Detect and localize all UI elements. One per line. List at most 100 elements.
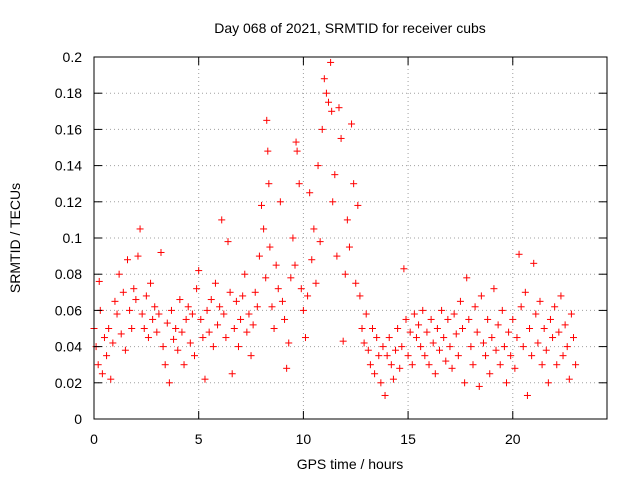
x-tick-label: 20 [505, 431, 521, 447]
data-point [513, 334, 521, 342]
data-point [463, 274, 471, 282]
data-point [105, 325, 113, 332]
data-point [308, 256, 316, 264]
data-point [249, 321, 257, 329]
data-point [262, 274, 270, 282]
data-point [218, 216, 226, 224]
data-point [170, 335, 178, 343]
y-tick-label: 0.16 [55, 121, 82, 137]
data-point [511, 364, 519, 372]
data-point [230, 325, 238, 332]
data-point [255, 252, 263, 260]
data-point [142, 292, 150, 300]
data-point [220, 310, 228, 318]
data-point [536, 297, 544, 305]
data-point [572, 361, 580, 369]
data-point [553, 361, 561, 369]
data-point [563, 343, 571, 351]
x-tick-label: 0 [90, 431, 98, 447]
data-point [502, 379, 510, 387]
data-point [517, 303, 525, 311]
data-point [149, 315, 157, 323]
data-point [389, 375, 397, 383]
data-point [555, 328, 563, 336]
data-point [165, 379, 173, 387]
data-point [507, 352, 515, 360]
data-point [320, 75, 328, 83]
data-point [94, 361, 102, 369]
data-point [297, 285, 305, 293]
data-point [124, 256, 132, 264]
data-point [178, 328, 186, 336]
data-point [519, 343, 527, 351]
data-point [385, 334, 393, 342]
data-point [429, 339, 437, 347]
y-tick-label: 0.1 [63, 230, 83, 246]
data-point [283, 364, 291, 372]
data-point [534, 339, 542, 347]
grid-lines [94, 57, 607, 419]
data-point [186, 339, 194, 347]
data-point [412, 334, 420, 342]
data-point [132, 296, 140, 304]
axis-ticks [93, 56, 607, 420]
data-point [207, 296, 215, 304]
data-point [492, 346, 500, 354]
data-point [325, 98, 333, 106]
data-point [184, 303, 192, 311]
data-point [268, 303, 276, 311]
data-point [419, 306, 427, 314]
axis-tick-labels: 0 0.02 0.04 0.06 0.08 0.1 0.12 0.14 0.16 0.18 0.2 0… [55, 49, 521, 447]
data-point [107, 375, 115, 383]
data-point [557, 292, 565, 300]
data-point [532, 310, 540, 318]
data-point [251, 288, 259, 296]
data-point [226, 288, 234, 296]
data-point [515, 250, 523, 258]
data-point [121, 346, 129, 354]
data-point [327, 58, 335, 66]
data-point [431, 370, 439, 378]
data-point [201, 375, 209, 383]
data-point [528, 352, 536, 360]
data-point [117, 330, 125, 338]
x-tick-label: 15 [400, 431, 416, 447]
data-point [423, 328, 431, 336]
data-point [299, 306, 307, 314]
data-point [551, 303, 559, 311]
data-point [258, 201, 266, 209]
data-point [354, 201, 362, 209]
data-point [197, 315, 205, 323]
data-point [224, 238, 232, 246]
data-point [272, 261, 280, 269]
data-point [237, 315, 245, 323]
data-point [276, 198, 284, 206]
data-point [350, 180, 358, 188]
y-tick-label: 0.02 [55, 375, 82, 391]
data-point [270, 325, 278, 332]
data-point [490, 285, 498, 293]
data-point [322, 89, 330, 97]
data-point [161, 361, 169, 369]
data-point [383, 352, 391, 360]
data-point [188, 310, 196, 318]
data-point [435, 346, 443, 354]
data-point [387, 361, 395, 369]
data-point [263, 116, 271, 124]
data-point [402, 315, 410, 323]
y-tick-label: 0.04 [55, 339, 82, 355]
data-point [549, 334, 557, 342]
x-axis-label: GPS time / hours [297, 456, 404, 472]
y-tick-label: 0.18 [55, 85, 82, 101]
data-point [394, 325, 402, 332]
data-point [526, 325, 534, 332]
data-point [509, 315, 517, 323]
data-point [450, 310, 458, 318]
y-tick-label: 0.08 [55, 266, 82, 282]
data-point [373, 334, 381, 342]
data-point [265, 180, 273, 188]
data-point [155, 310, 163, 318]
data-point [243, 328, 251, 336]
data-point [410, 310, 418, 318]
